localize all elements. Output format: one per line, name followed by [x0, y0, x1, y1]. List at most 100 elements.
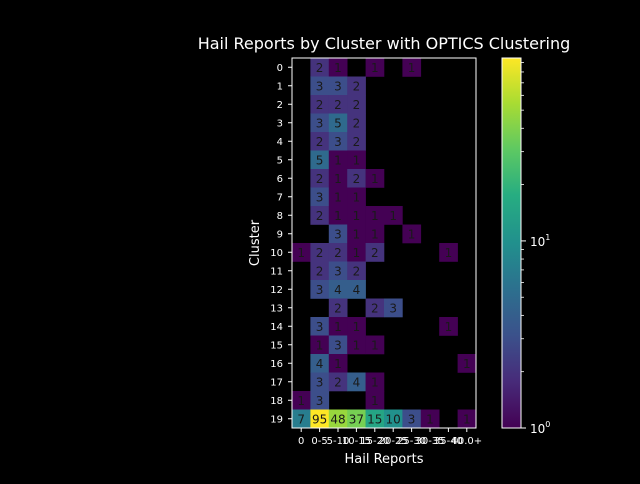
- cell-value-label: 3: [334, 135, 342, 149]
- heatmap-cell: [365, 206, 385, 225]
- x-axis-ticks: 0 0-55-1010-1515-2020-2525-3030-3535-4040…: [298, 428, 482, 447]
- cell-value-label: 1: [353, 338, 361, 352]
- cell-value-label: 48: [330, 412, 345, 426]
- heatmap-cells: [292, 58, 477, 429]
- cell-value-label: 1: [408, 227, 416, 241]
- cell-value-label: 3: [334, 264, 342, 278]
- heatmap-cell: [457, 409, 477, 429]
- heatmap-cell: [347, 187, 366, 207]
- heatmap-cell: [347, 409, 366, 429]
- heatmap-cell: [310, 113, 330, 133]
- colorbar-tick-label: 101: [530, 233, 550, 249]
- cell-value-label: 3: [316, 320, 324, 334]
- cell-value-label: 1: [371, 209, 379, 223]
- cell-value-label: 1: [371, 61, 379, 75]
- x-tick-label: 0: [298, 436, 304, 447]
- y-tick-label: 12: [270, 285, 283, 296]
- y-tick-label: 3: [277, 118, 283, 129]
- cell-value-label: 7: [297, 412, 305, 426]
- cell-value-label: 1: [371, 172, 379, 186]
- heatmap-cell: [365, 224, 385, 244]
- y-tick-label: 0: [277, 63, 283, 74]
- heatmap-cell: [347, 76, 366, 96]
- cell-value-label: 1: [353, 209, 361, 223]
- cell-value-label: 1: [353, 153, 361, 167]
- cell-value-label: 3: [334, 338, 342, 352]
- heatmap-cell: [310, 280, 330, 299]
- heatmap-cell: [310, 335, 330, 355]
- heatmap-cell: [328, 113, 348, 133]
- heatmap-cell: [328, 95, 348, 114]
- cell-value-label: 15: [367, 412, 382, 426]
- y-tick-label: 1: [277, 81, 283, 92]
- heatmap-cell: [292, 409, 311, 429]
- cell-value-label: 2: [353, 172, 361, 186]
- heatmap-cell: [292, 243, 311, 262]
- cell-value-label: 1: [463, 412, 471, 426]
- cell-value-label: 2: [334, 375, 342, 389]
- cell-value-label: 1: [334, 357, 342, 371]
- cell-value-label: 3: [316, 283, 324, 297]
- heatmap-cell: [310, 243, 330, 262]
- y-tick-label: 6: [277, 174, 283, 185]
- heatmap-cell: [310, 391, 330, 410]
- heatmap-cell: [347, 132, 366, 151]
- heatmap-cell: [402, 58, 422, 77]
- chart-title: Hail Reports by Cluster with OPTICS Clus…: [198, 34, 571, 53]
- heatmap-cell: [310, 169, 330, 188]
- y-tick-label: 18: [270, 396, 283, 407]
- cell-value-label: 1: [371, 227, 379, 241]
- heatmap-cell: [402, 409, 422, 429]
- heatmap-cell: [384, 409, 403, 429]
- cell-value-label: 1: [353, 320, 361, 334]
- x-tick-label: 15-20: [360, 436, 389, 447]
- cell-value-label: 1: [334, 61, 342, 75]
- cell-value-label: 10: [386, 412, 401, 426]
- cell-value-label: 2: [371, 301, 379, 315]
- heatmap-cell: [347, 243, 366, 262]
- cell-value-label: 2: [353, 135, 361, 149]
- x-tick-label: 40.0+: [451, 436, 482, 447]
- cell-value-label: 2: [334, 246, 342, 260]
- x-tick-label: 10-15: [342, 436, 371, 447]
- cell-value-label: 1: [334, 172, 342, 186]
- heatmap-cell: [328, 76, 348, 96]
- y-tick-label: 4: [277, 137, 283, 148]
- y-tick-label: 16: [270, 359, 283, 370]
- cell-value-label: 2: [353, 79, 361, 93]
- heatmap-cell: [310, 132, 330, 151]
- heatmap-cell: [328, 298, 348, 318]
- heatmap-cell-labels: 2 1 1 13 3 22 2 23 5 22 3 25 1 12 1 2 13 1 12 1 1 1 13 1 1 11 2 2 1 2…: [297, 61, 470, 427]
- x-tick-label: 25-30: [397, 436, 426, 447]
- heatmap-cell: [420, 409, 440, 429]
- heatmap-cell: [365, 298, 385, 318]
- heatmap-cell: [310, 150, 330, 170]
- cell-value-label: 2: [316, 246, 324, 260]
- heatmap-cell: [347, 224, 366, 244]
- heatmap-cell: [347, 280, 366, 299]
- heatmap-cell: [347, 372, 366, 392]
- y-tick-label: 14: [270, 322, 283, 333]
- cell-value-label: 5: [316, 153, 324, 167]
- heatmap-cell: [328, 169, 348, 188]
- heatmap-cell: [347, 169, 366, 188]
- heatmap-cell: [328, 224, 348, 244]
- y-tick-label: 15: [270, 340, 283, 351]
- heatmap-cell: [457, 354, 477, 373]
- colorbar-tick-label: 100: [530, 420, 550, 436]
- cell-value-label: 2: [353, 116, 361, 130]
- cell-value-label: 2: [316, 61, 324, 75]
- cell-value-label: 2: [353, 98, 361, 112]
- heatmap-cell: [310, 409, 330, 429]
- cell-value-label: 3: [389, 301, 397, 315]
- heatmap-cell: [347, 261, 366, 281]
- cell-value-label: 1: [371, 338, 379, 352]
- heatmap-cell: [328, 261, 348, 281]
- heatmap-cell: [328, 243, 348, 262]
- heatmap-cell: [365, 372, 385, 392]
- heatmap-cell: [328, 58, 348, 77]
- cell-value-label: 3: [316, 375, 324, 389]
- cell-value-label: 4: [334, 283, 342, 297]
- heatmap-cell: [347, 113, 366, 133]
